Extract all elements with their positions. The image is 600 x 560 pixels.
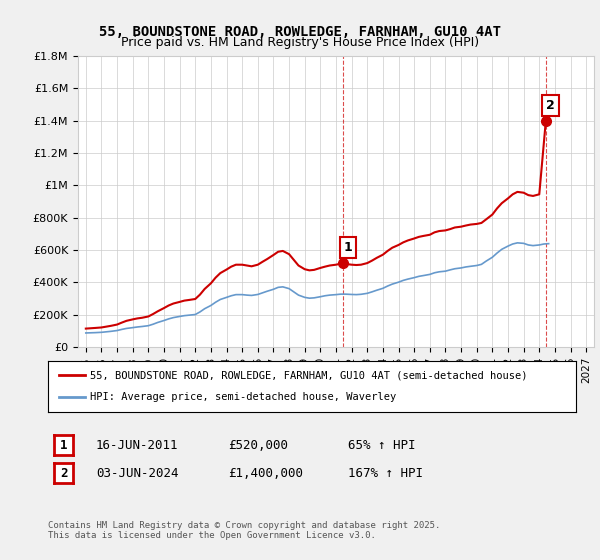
Text: £520,000: £520,000: [228, 438, 288, 452]
Text: 65% ↑ HPI: 65% ↑ HPI: [348, 438, 415, 452]
Text: HPI: Average price, semi-detached house, Waverley: HPI: Average price, semi-detached house,…: [90, 393, 397, 403]
Text: £1,400,000: £1,400,000: [228, 466, 303, 480]
Text: 03-JUN-2024: 03-JUN-2024: [96, 466, 179, 480]
Text: 2: 2: [60, 466, 67, 480]
Text: Price paid vs. HM Land Registry's House Price Index (HPI): Price paid vs. HM Land Registry's House …: [121, 36, 479, 49]
Text: 55, BOUNDSTONE ROAD, ROWLEDGE, FARNHAM, GU10 4AT (semi-detached house): 55, BOUNDSTONE ROAD, ROWLEDGE, FARNHAM, …: [90, 370, 528, 380]
Text: 1: 1: [344, 241, 352, 254]
Text: 167% ↑ HPI: 167% ↑ HPI: [348, 466, 423, 480]
Text: 1: 1: [60, 438, 67, 452]
Text: 55, BOUNDSTONE ROAD, ROWLEDGE, FARNHAM, GU10 4AT: 55, BOUNDSTONE ROAD, ROWLEDGE, FARNHAM, …: [99, 25, 501, 39]
Text: 2: 2: [546, 99, 555, 112]
Text: 16-JUN-2011: 16-JUN-2011: [96, 438, 179, 452]
Text: Contains HM Land Registry data © Crown copyright and database right 2025.
This d: Contains HM Land Registry data © Crown c…: [48, 521, 440, 540]
